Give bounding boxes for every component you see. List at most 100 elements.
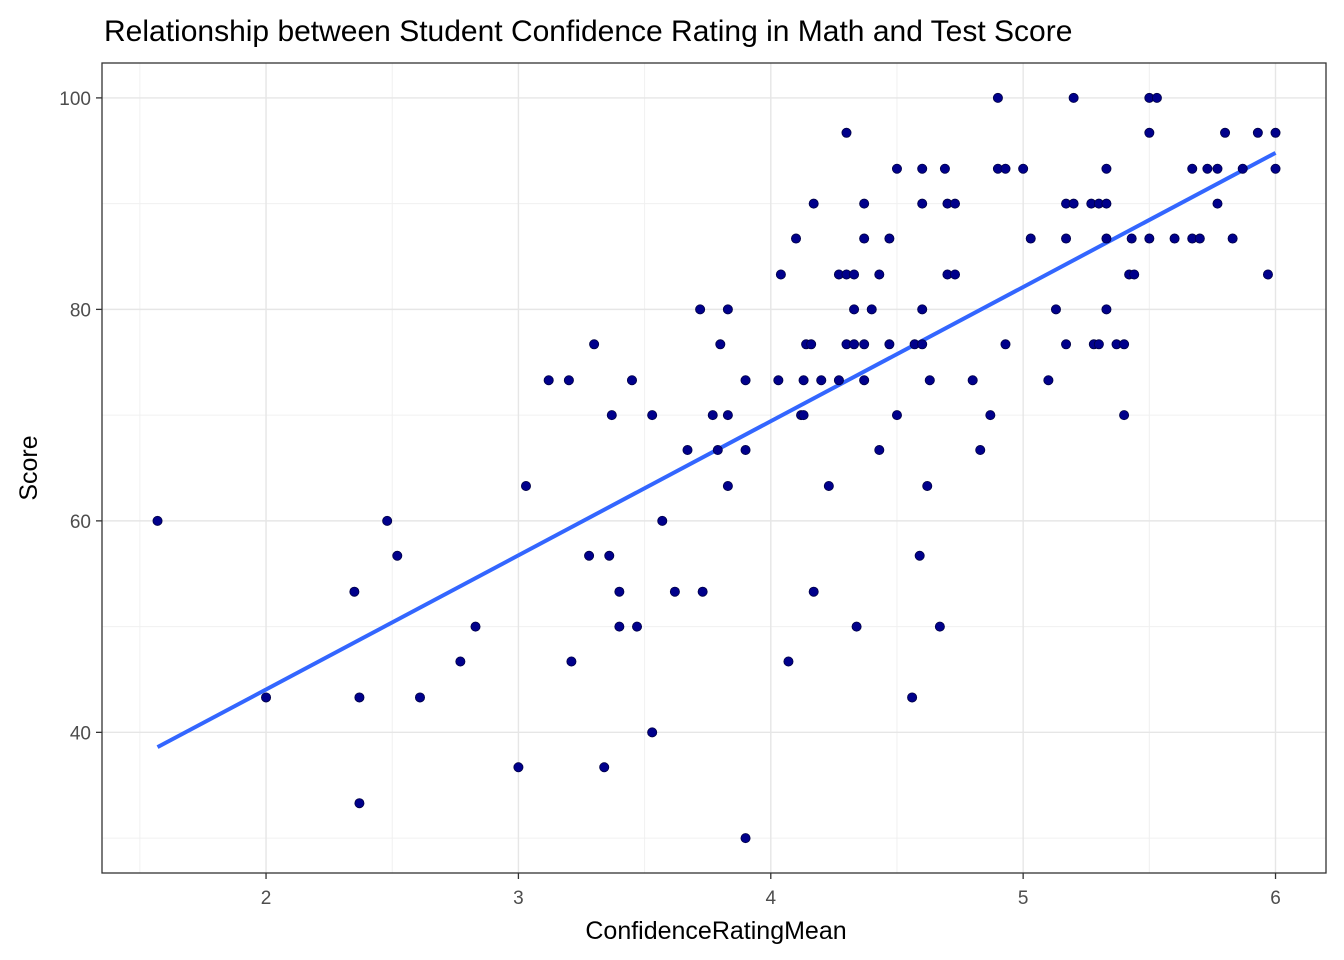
data-point (614, 621, 625, 632)
data-point (939, 163, 950, 174)
data-point (647, 410, 658, 421)
data-point (455, 656, 466, 667)
data-point (808, 586, 819, 597)
data-point (354, 798, 365, 809)
data-point (859, 375, 870, 386)
data-point (1025, 233, 1036, 244)
data-point (722, 304, 733, 315)
data-point (967, 375, 978, 386)
data-point (851, 621, 862, 632)
data-point (1144, 233, 1155, 244)
x-axis-title: ConfidenceRatingMean (585, 917, 846, 945)
data-point (1212, 198, 1223, 209)
data-point (808, 198, 819, 209)
data-point (859, 339, 870, 350)
data-point (722, 480, 733, 491)
data-point (849, 269, 860, 280)
data-point (917, 339, 928, 350)
y-tick-label: 60 (70, 512, 91, 533)
data-point (907, 692, 918, 703)
data-point (1061, 233, 1072, 244)
data-point (859, 198, 870, 209)
data-point (632, 621, 643, 632)
grid-minor (102, 63, 1326, 873)
data-point (841, 127, 852, 138)
data-point (1194, 233, 1205, 244)
data-point (1237, 163, 1248, 174)
data-point (922, 480, 933, 491)
data-point (1227, 233, 1238, 244)
x-tick-label: 3 (513, 888, 524, 909)
data-point (647, 727, 658, 738)
data-point (1068, 92, 1079, 103)
data-point (1068, 198, 1079, 209)
data-point (1187, 163, 1198, 174)
data-point (589, 339, 600, 350)
data-point (1252, 127, 1263, 138)
data-point (152, 515, 163, 526)
data-point (1119, 339, 1130, 350)
data-point (715, 339, 726, 350)
data-point (599, 762, 610, 773)
data-point (798, 375, 809, 386)
data-point (924, 375, 935, 386)
data-point (584, 550, 595, 561)
data-point (1126, 233, 1137, 244)
data-point (914, 550, 925, 561)
data-point (950, 269, 961, 280)
data-point (414, 692, 425, 703)
data-point (1212, 163, 1223, 174)
data-point (563, 375, 574, 386)
data-points (152, 92, 1281, 844)
data-point (884, 233, 895, 244)
data-point (823, 480, 834, 491)
data-point (874, 445, 885, 456)
data-point (1101, 163, 1112, 174)
data-point (833, 375, 844, 386)
data-point (261, 692, 272, 703)
data-point (349, 586, 360, 597)
data-point (975, 445, 986, 456)
data-point (1000, 339, 1011, 350)
data-point (992, 92, 1003, 103)
data-point (657, 515, 668, 526)
data-point (985, 410, 996, 421)
data-point (849, 339, 860, 350)
y-axis-ticks: 40 60 80 100 (59, 89, 102, 744)
data-point (513, 762, 524, 773)
data-point (520, 480, 531, 491)
data-point (783, 656, 794, 667)
data-point (543, 375, 554, 386)
data-point (354, 692, 365, 703)
data-point (566, 656, 577, 667)
data-point (891, 410, 902, 421)
data-point (1262, 269, 1273, 280)
x-tick-label: 4 (765, 888, 776, 909)
data-point (392, 550, 403, 561)
data-point (604, 550, 615, 561)
data-point (917, 163, 928, 174)
data-point (1119, 410, 1130, 421)
data-point (1101, 233, 1112, 244)
data-point (695, 304, 706, 315)
data-point (866, 304, 877, 315)
data-point (1061, 339, 1072, 350)
data-point (669, 586, 680, 597)
data-point (1220, 127, 1231, 138)
data-point (626, 375, 637, 386)
data-point (1093, 339, 1104, 350)
data-point (740, 375, 751, 386)
y-axis-title: Score (15, 435, 43, 500)
data-point (1144, 127, 1155, 138)
data-point (917, 304, 928, 315)
data-point (382, 515, 393, 526)
data-point (740, 833, 751, 844)
data-point (682, 445, 693, 456)
data-point (816, 375, 827, 386)
data-point (798, 410, 809, 421)
data-point (1169, 233, 1180, 244)
data-point (1270, 163, 1281, 174)
data-point (1129, 269, 1140, 280)
data-point (1043, 375, 1054, 386)
